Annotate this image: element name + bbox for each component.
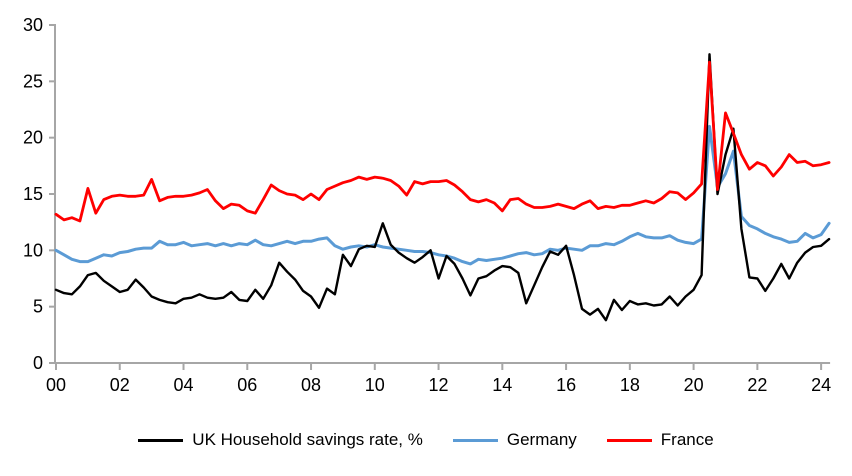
x-tick-label: 00 [46,375,66,395]
x-tick-label: 16 [556,375,576,395]
x-tick-label: 24 [811,375,831,395]
germany-line-swatch [452,438,498,442]
y-tick-label: 0 [33,353,43,373]
series-line-france [54,60,831,223]
y-tick-label: 15 [23,184,43,204]
x-tick-label: 22 [747,375,767,395]
y-tick-label: 20 [23,128,43,148]
x-tick-label: 12 [429,375,449,395]
chart-legend: UK Household savings rate, % Germany Fra… [0,430,852,450]
y-tick-label: 5 [33,297,43,317]
x-tick-label: 02 [110,375,130,395]
series-line-uk-household-savings-rate [54,53,831,322]
france-line-swatch [606,438,652,442]
france-legend-label: France [660,430,714,449]
y-tick-label: 10 [23,240,43,260]
x-tick-label: 08 [301,375,321,395]
x-tick-label: 18 [620,375,640,395]
legend-item-uk: UK Household savings rate, % [138,430,423,450]
x-tick-label: 04 [174,375,194,395]
x-tick-label: 20 [684,375,704,395]
legend-item-france: France [606,430,714,450]
x-tick-label: 10 [365,375,385,395]
y-tick-label: 25 [23,71,43,91]
uk-legend-label: UK Household savings rate, % [192,430,423,449]
legend-item-germany: Germany [452,430,577,450]
germany-legend-label: Germany [506,430,577,449]
uk-line-swatch [138,438,184,442]
x-tick-label: 14 [492,375,512,395]
series-line-germany [54,124,831,266]
x-tick-label: 06 [237,375,257,395]
y-tick-label: 30 [23,15,43,35]
